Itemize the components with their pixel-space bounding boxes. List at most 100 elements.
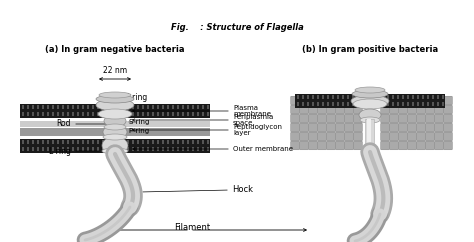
- Ellipse shape: [355, 87, 385, 93]
- Bar: [157, 147, 159, 151]
- Bar: [162, 140, 164, 144]
- Bar: [317, 102, 319, 106]
- Bar: [295, 100, 445, 107]
- Bar: [27, 112, 29, 116]
- Bar: [167, 112, 169, 116]
- Bar: [62, 112, 64, 116]
- Bar: [207, 105, 209, 109]
- Bar: [37, 140, 39, 144]
- FancyBboxPatch shape: [300, 132, 308, 141]
- Bar: [202, 140, 204, 144]
- Bar: [112, 112, 114, 116]
- Bar: [177, 105, 179, 109]
- Bar: [365, 119, 374, 149]
- Bar: [412, 95, 414, 99]
- Bar: [372, 102, 374, 106]
- Bar: [32, 112, 34, 116]
- FancyBboxPatch shape: [318, 123, 326, 132]
- Bar: [97, 147, 99, 151]
- Bar: [202, 147, 204, 151]
- Bar: [52, 147, 54, 151]
- FancyBboxPatch shape: [408, 114, 416, 123]
- Bar: [27, 140, 29, 144]
- FancyBboxPatch shape: [408, 123, 416, 132]
- Text: (b) In gram positive bacteria: (b) In gram positive bacteria: [302, 45, 438, 54]
- Bar: [342, 102, 344, 106]
- Bar: [82, 112, 84, 116]
- FancyBboxPatch shape: [291, 114, 299, 123]
- FancyBboxPatch shape: [381, 132, 389, 141]
- Bar: [52, 112, 54, 116]
- FancyBboxPatch shape: [309, 114, 317, 123]
- Bar: [367, 119, 371, 149]
- FancyBboxPatch shape: [435, 105, 443, 114]
- FancyBboxPatch shape: [336, 114, 344, 123]
- Bar: [172, 105, 174, 109]
- FancyBboxPatch shape: [381, 105, 389, 114]
- Ellipse shape: [104, 115, 126, 127]
- Bar: [142, 105, 144, 109]
- Bar: [27, 147, 29, 151]
- Bar: [82, 105, 84, 109]
- FancyBboxPatch shape: [426, 141, 434, 150]
- Bar: [422, 102, 424, 106]
- Ellipse shape: [360, 117, 380, 123]
- FancyBboxPatch shape: [345, 141, 353, 150]
- Text: M ring: M ring: [123, 93, 147, 102]
- Bar: [317, 95, 319, 99]
- Bar: [417, 95, 419, 99]
- FancyBboxPatch shape: [309, 141, 317, 150]
- Text: Filament: Filament: [174, 223, 210, 232]
- Bar: [187, 105, 189, 109]
- FancyBboxPatch shape: [399, 96, 407, 105]
- FancyBboxPatch shape: [390, 132, 398, 141]
- FancyBboxPatch shape: [390, 114, 398, 123]
- FancyBboxPatch shape: [444, 123, 452, 132]
- Bar: [442, 95, 444, 99]
- Bar: [367, 95, 369, 99]
- Bar: [377, 102, 379, 106]
- Bar: [67, 105, 69, 109]
- Bar: [20, 104, 210, 111]
- FancyBboxPatch shape: [435, 114, 443, 123]
- Bar: [162, 147, 164, 151]
- Bar: [32, 147, 34, 151]
- Bar: [142, 140, 144, 144]
- Bar: [182, 147, 184, 151]
- Bar: [97, 105, 99, 109]
- FancyBboxPatch shape: [381, 114, 389, 123]
- Bar: [20, 128, 210, 136]
- Bar: [37, 112, 39, 116]
- Bar: [387, 95, 389, 99]
- Bar: [382, 102, 384, 106]
- Bar: [22, 105, 24, 109]
- Bar: [57, 140, 59, 144]
- Bar: [167, 140, 169, 144]
- Bar: [122, 105, 124, 109]
- Bar: [47, 105, 49, 109]
- Bar: [172, 147, 174, 151]
- Bar: [92, 140, 94, 144]
- FancyBboxPatch shape: [291, 141, 299, 150]
- Bar: [207, 147, 209, 151]
- Bar: [117, 112, 119, 116]
- FancyBboxPatch shape: [345, 114, 353, 123]
- FancyBboxPatch shape: [309, 123, 317, 132]
- FancyBboxPatch shape: [300, 114, 308, 123]
- Bar: [182, 112, 184, 116]
- FancyBboxPatch shape: [444, 132, 452, 141]
- Bar: [152, 112, 154, 116]
- Bar: [357, 95, 359, 99]
- FancyBboxPatch shape: [291, 105, 299, 114]
- Bar: [67, 140, 69, 144]
- FancyBboxPatch shape: [291, 132, 299, 141]
- Bar: [92, 105, 94, 109]
- Bar: [77, 147, 79, 151]
- Bar: [202, 112, 204, 116]
- Bar: [152, 140, 154, 144]
- FancyBboxPatch shape: [381, 96, 389, 105]
- Text: Rod: Rod: [56, 120, 71, 129]
- Bar: [62, 140, 64, 144]
- Bar: [37, 147, 39, 151]
- Bar: [107, 147, 109, 151]
